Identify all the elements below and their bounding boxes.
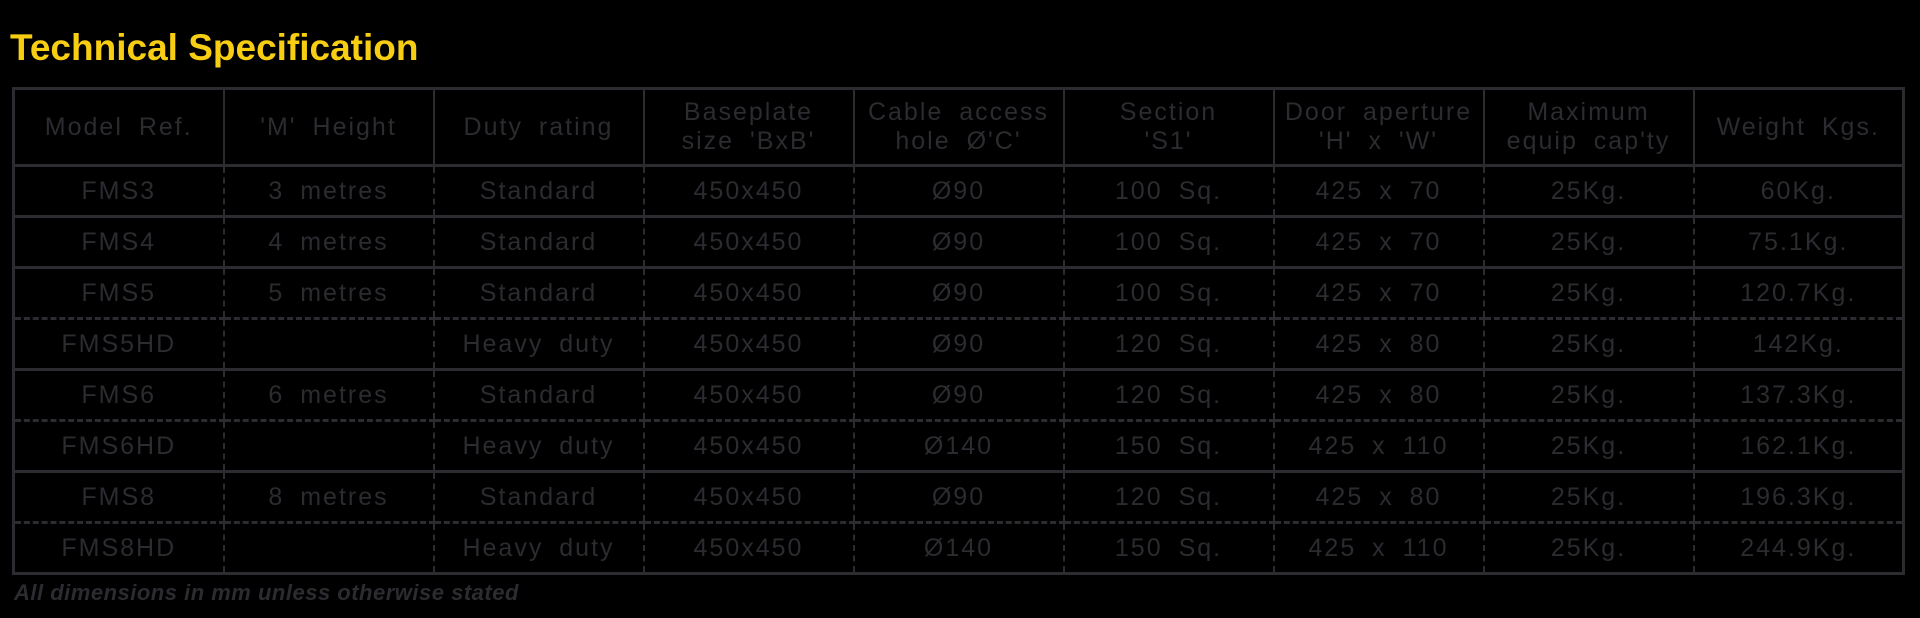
cell-model-ref: FMS5 [13, 266, 224, 319]
cell-max-equip: 25Kg. [1482, 368, 1694, 421]
cell-weight: 162.1Kg. [1692, 419, 1904, 472]
col-header-section: Section 'S1' [1062, 88, 1274, 167]
cell-model-ref: FMS3 [81, 176, 157, 205]
cell-m-height [222, 419, 434, 472]
cell-cable-access: Ø90 [852, 165, 1064, 217]
cell-model-ref: FMS6HD [13, 419, 224, 472]
col-header-cable-access: Cable access hole Ø'C' [852, 88, 1064, 167]
cell-model-ref: FMS5HD [13, 317, 224, 370]
cell-duty-rating: Heavy duty [432, 521, 644, 574]
cell-weight: 75.1Kg. [1692, 215, 1904, 268]
header-row: Model Ref. 'M' Height Duty rating Basepl… [13, 88, 1904, 167]
cell-section: 100 Sq. [1062, 165, 1274, 217]
cell-section: 120 Sq. [1062, 317, 1274, 370]
cell-m-height: 4 metres [222, 215, 434, 268]
cell-door-aperture: 425 x 80 [1272, 317, 1484, 370]
cell-duty-rating: Standard [432, 470, 644, 523]
cell-section: 150 Sq. [1062, 419, 1274, 472]
cell-door-aperture: 425 x 70 [1272, 215, 1484, 268]
cell-door-aperture: 425 x 70 [1272, 266, 1484, 319]
cell-weight: 120.7Kg. [1692, 266, 1904, 319]
cell-cable-access: Ø140 [852, 521, 1064, 574]
cell-max-equip: 25Kg. [1482, 317, 1694, 370]
col-header-max-equip: Maximum equip cap'ty [1482, 88, 1694, 167]
table-row-fms6hd: FMS6HD Heavy duty 450x450 Ø140 150 Sq. 4… [13, 419, 1904, 472]
cell-cable-access: Ø140 [852, 419, 1064, 472]
cell-baseplate: 450x450 [642, 317, 854, 370]
table-row-fms8hd: FMS8HD Heavy duty 450x450 Ø140 150 Sq. 4… [13, 521, 1904, 574]
cell-model-ref: FMS8 [13, 470, 224, 523]
col-header-door-aperture: Door aperture 'H' x 'W' [1272, 88, 1484, 167]
cell-section: 120 Sq. [1062, 368, 1274, 421]
col-header-duty-rating: Duty rating [432, 88, 644, 167]
cell-duty-rating: Standard [432, 165, 644, 217]
cell-baseplate: 450x450 [642, 165, 854, 217]
cell-max-equip: 25Kg. [1482, 165, 1694, 217]
cell-duty-rating: Standard [432, 266, 644, 319]
cell-door-aperture: 425 x 70 [1272, 165, 1484, 217]
cell-m-height: 6 metres [222, 368, 434, 421]
cell-duty-rating: Standard [432, 368, 644, 421]
cell-m-height: 3 metres [222, 165, 434, 217]
dimensions-footnote: All dimensions in mm unless otherwise st… [14, 580, 519, 605]
technical-specification-table: Model Ref. 'M' Height Duty rating Basepl… [12, 87, 1905, 575]
col-header-model-ref: Model Ref. [13, 88, 224, 167]
cell-door-aperture: 425 x 80 [1272, 470, 1484, 523]
cell-cable-access: Ø90 [852, 266, 1064, 319]
cell-cable-access: Ø90 [852, 317, 1064, 370]
cell-cable-access: Ø90 [852, 368, 1064, 421]
table-row-fms5hd: FMS5HD Heavy duty 450x450 Ø90 120 Sq. 42… [13, 317, 1904, 370]
table-row-fms6: FMS6 6 metres Standard 450x450 Ø90 120 S… [13, 368, 1904, 421]
col-header-baseplate-size: Baseplate size 'BxB' [642, 88, 854, 167]
cell-baseplate: 450x450 [642, 215, 854, 268]
cell-max-equip: 25Kg. [1482, 470, 1694, 523]
cell-section: 100 Sq. [1062, 215, 1274, 268]
table-row-fms3: FMS3 3 metres Standard 450x450 Ø90 100 S… [14, 165, 1904, 217]
col-header-m-height: 'M' Height [222, 88, 434, 167]
col-header-weight: Weight Kgs. [1692, 88, 1904, 167]
cell-door-aperture: 425 x 110 [1272, 419, 1484, 472]
cell-m-height [222, 521, 434, 574]
table-row-fms5: FMS5 5 metres Standard 450x450 Ø90 100 S… [13, 266, 1904, 319]
table-row-fms8: FMS8 8 metres Standard 450x450 Ø90 120 S… [13, 470, 1904, 523]
cell-max-equip: 25Kg. [1482, 419, 1694, 472]
cell-baseplate: 450x450 [642, 419, 854, 472]
cell-weight: 142Kg. [1692, 317, 1904, 370]
cell-door-aperture: 425 x 80 [1272, 368, 1484, 421]
cell-door-aperture: 425 x 110 [1272, 521, 1484, 574]
cell-max-equip: 25Kg. [1482, 266, 1694, 319]
cell-m-height: 8 metres [222, 470, 434, 523]
cell-m-height: 5 metres [222, 266, 434, 319]
cell-duty-rating: Standard [432, 215, 644, 268]
cell-section: 150 Sq. [1062, 521, 1274, 574]
cell-model-ref: FMS8HD [13, 521, 224, 574]
cell-weight: 244.9Kg. [1692, 521, 1904, 574]
cell-model-ref: FMS4 [13, 215, 224, 268]
cell-baseplate: 450x450 [642, 521, 854, 574]
spec-table-header: Model Ref. 'M' Height Duty rating Basepl… [13, 88, 1904, 167]
table-row-fms4: FMS4 4 metres Standard 450x450 Ø90 100 S… [13, 215, 1904, 268]
spec-table: Model Ref. 'M' Height Duty rating Basepl… [12, 87, 1905, 575]
page-title: Technical Specification [10, 26, 419, 68]
cell-section: 120 Sq. [1062, 470, 1274, 523]
cell-baseplate: 450x450 [642, 266, 854, 319]
cell-max-equip: 25Kg. [1482, 215, 1694, 268]
cell-duty-rating: Heavy duty [432, 317, 644, 370]
cell-baseplate: 450x450 [642, 470, 854, 523]
spec-table-body: FMS3 3 metres Standard 450x450 Ø90 100 S… [13, 165, 1904, 574]
cell-cable-access: Ø90 [852, 470, 1064, 523]
cell-weight: 137.3Kg. [1692, 368, 1904, 421]
cell-max-equip: 25Kg. [1482, 521, 1694, 574]
cell-baseplate: 450x450 [642, 368, 854, 421]
cell-section: 100 Sq. [1062, 266, 1274, 319]
cell-duty-rating: Heavy duty [432, 419, 644, 472]
cell-cable-access: Ø90 [852, 215, 1064, 268]
cell-model-ref: FMS6 [13, 368, 224, 421]
cell-m-height [222, 317, 434, 370]
cell-weight: 60Kg. [1692, 165, 1904, 217]
cell-weight: 196.3Kg. [1692, 470, 1904, 523]
